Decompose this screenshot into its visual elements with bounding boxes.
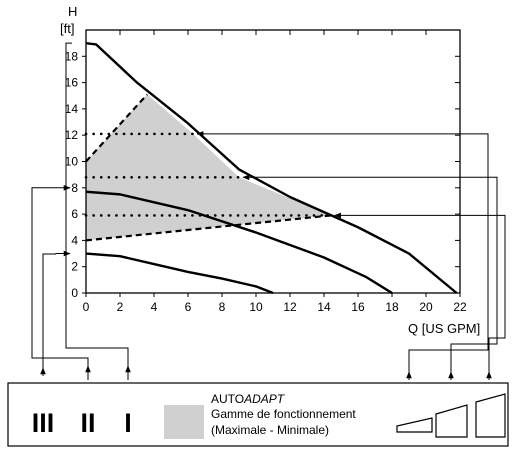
speed-curve-1 <box>85 252 274 295</box>
x-tick-label: 10 <box>249 300 263 314</box>
setting-1-icon <box>396 417 433 433</box>
y-tick-label: 0 <box>71 286 78 300</box>
x-tick-label: 20 <box>419 300 433 314</box>
y-tick-label: 16 <box>65 76 79 90</box>
autoadapt-title: AUTOADAPT <box>211 392 286 406</box>
connector-speed-1 <box>65 42 129 380</box>
range-label-line1: Gamme de fonctionnement <box>211 407 356 421</box>
x-tick-label: 12 <box>283 300 297 314</box>
x-axis-label: Q [US GPM] <box>408 321 480 336</box>
y-tick-label: 12 <box>65 128 79 142</box>
connector-setting-3 <box>334 212 506 372</box>
autoadapt-boundary-2 <box>85 214 331 242</box>
range-label-line2: (Maximale - Minimale) <box>211 423 329 437</box>
x-tick-label: 8 <box>219 300 226 314</box>
x-tick-label: 22 <box>453 300 467 314</box>
autoadapt-swatch <box>164 405 204 439</box>
y-tick-label: 10 <box>65 155 79 169</box>
connector-setting-1 <box>196 131 489 372</box>
x-tick-label: 2 <box>117 300 124 314</box>
x-tick-label: 0 <box>83 300 90 314</box>
connector-speed-3 <box>42 253 56 368</box>
speed-label-2: II <box>80 408 95 438</box>
autoadapt-boundary-1 <box>85 93 149 163</box>
setting-2-icon <box>435 404 468 438</box>
autoadapt-title-prefix: AUTO <box>211 392 244 406</box>
connector-speed-2 <box>31 185 89 380</box>
connector-setting-2 <box>242 174 498 372</box>
y-tick-label: 14 <box>65 102 79 116</box>
autoadapt-region <box>86 94 331 241</box>
x-tick-label: 18 <box>385 300 399 314</box>
speed-curve-2 <box>85 190 393 295</box>
y-tick-label: 18 <box>65 49 79 63</box>
y-tick-label: 6 <box>71 207 78 221</box>
autoadapt-title-italic: ADAPT <box>243 392 286 406</box>
y-tick-label: 2 <box>71 260 78 274</box>
y-axis-label-unit: [ft] <box>60 21 74 36</box>
x-tick-label: 6 <box>185 300 192 314</box>
x-tick-label: 14 <box>317 300 331 314</box>
x-tick-label: 4 <box>151 300 158 314</box>
setting-3-icon <box>475 393 506 438</box>
legend-box <box>7 382 509 447</box>
x-tick-label: 16 <box>351 300 365 314</box>
speed-curve-3 <box>85 41 458 294</box>
y-tick-label: 8 <box>71 181 78 195</box>
y-axis-label-h: H <box>68 4 77 19</box>
y-tick-label: 4 <box>71 233 78 247</box>
speed-label-1: I <box>124 408 132 438</box>
speed-label-3: III <box>32 408 55 438</box>
